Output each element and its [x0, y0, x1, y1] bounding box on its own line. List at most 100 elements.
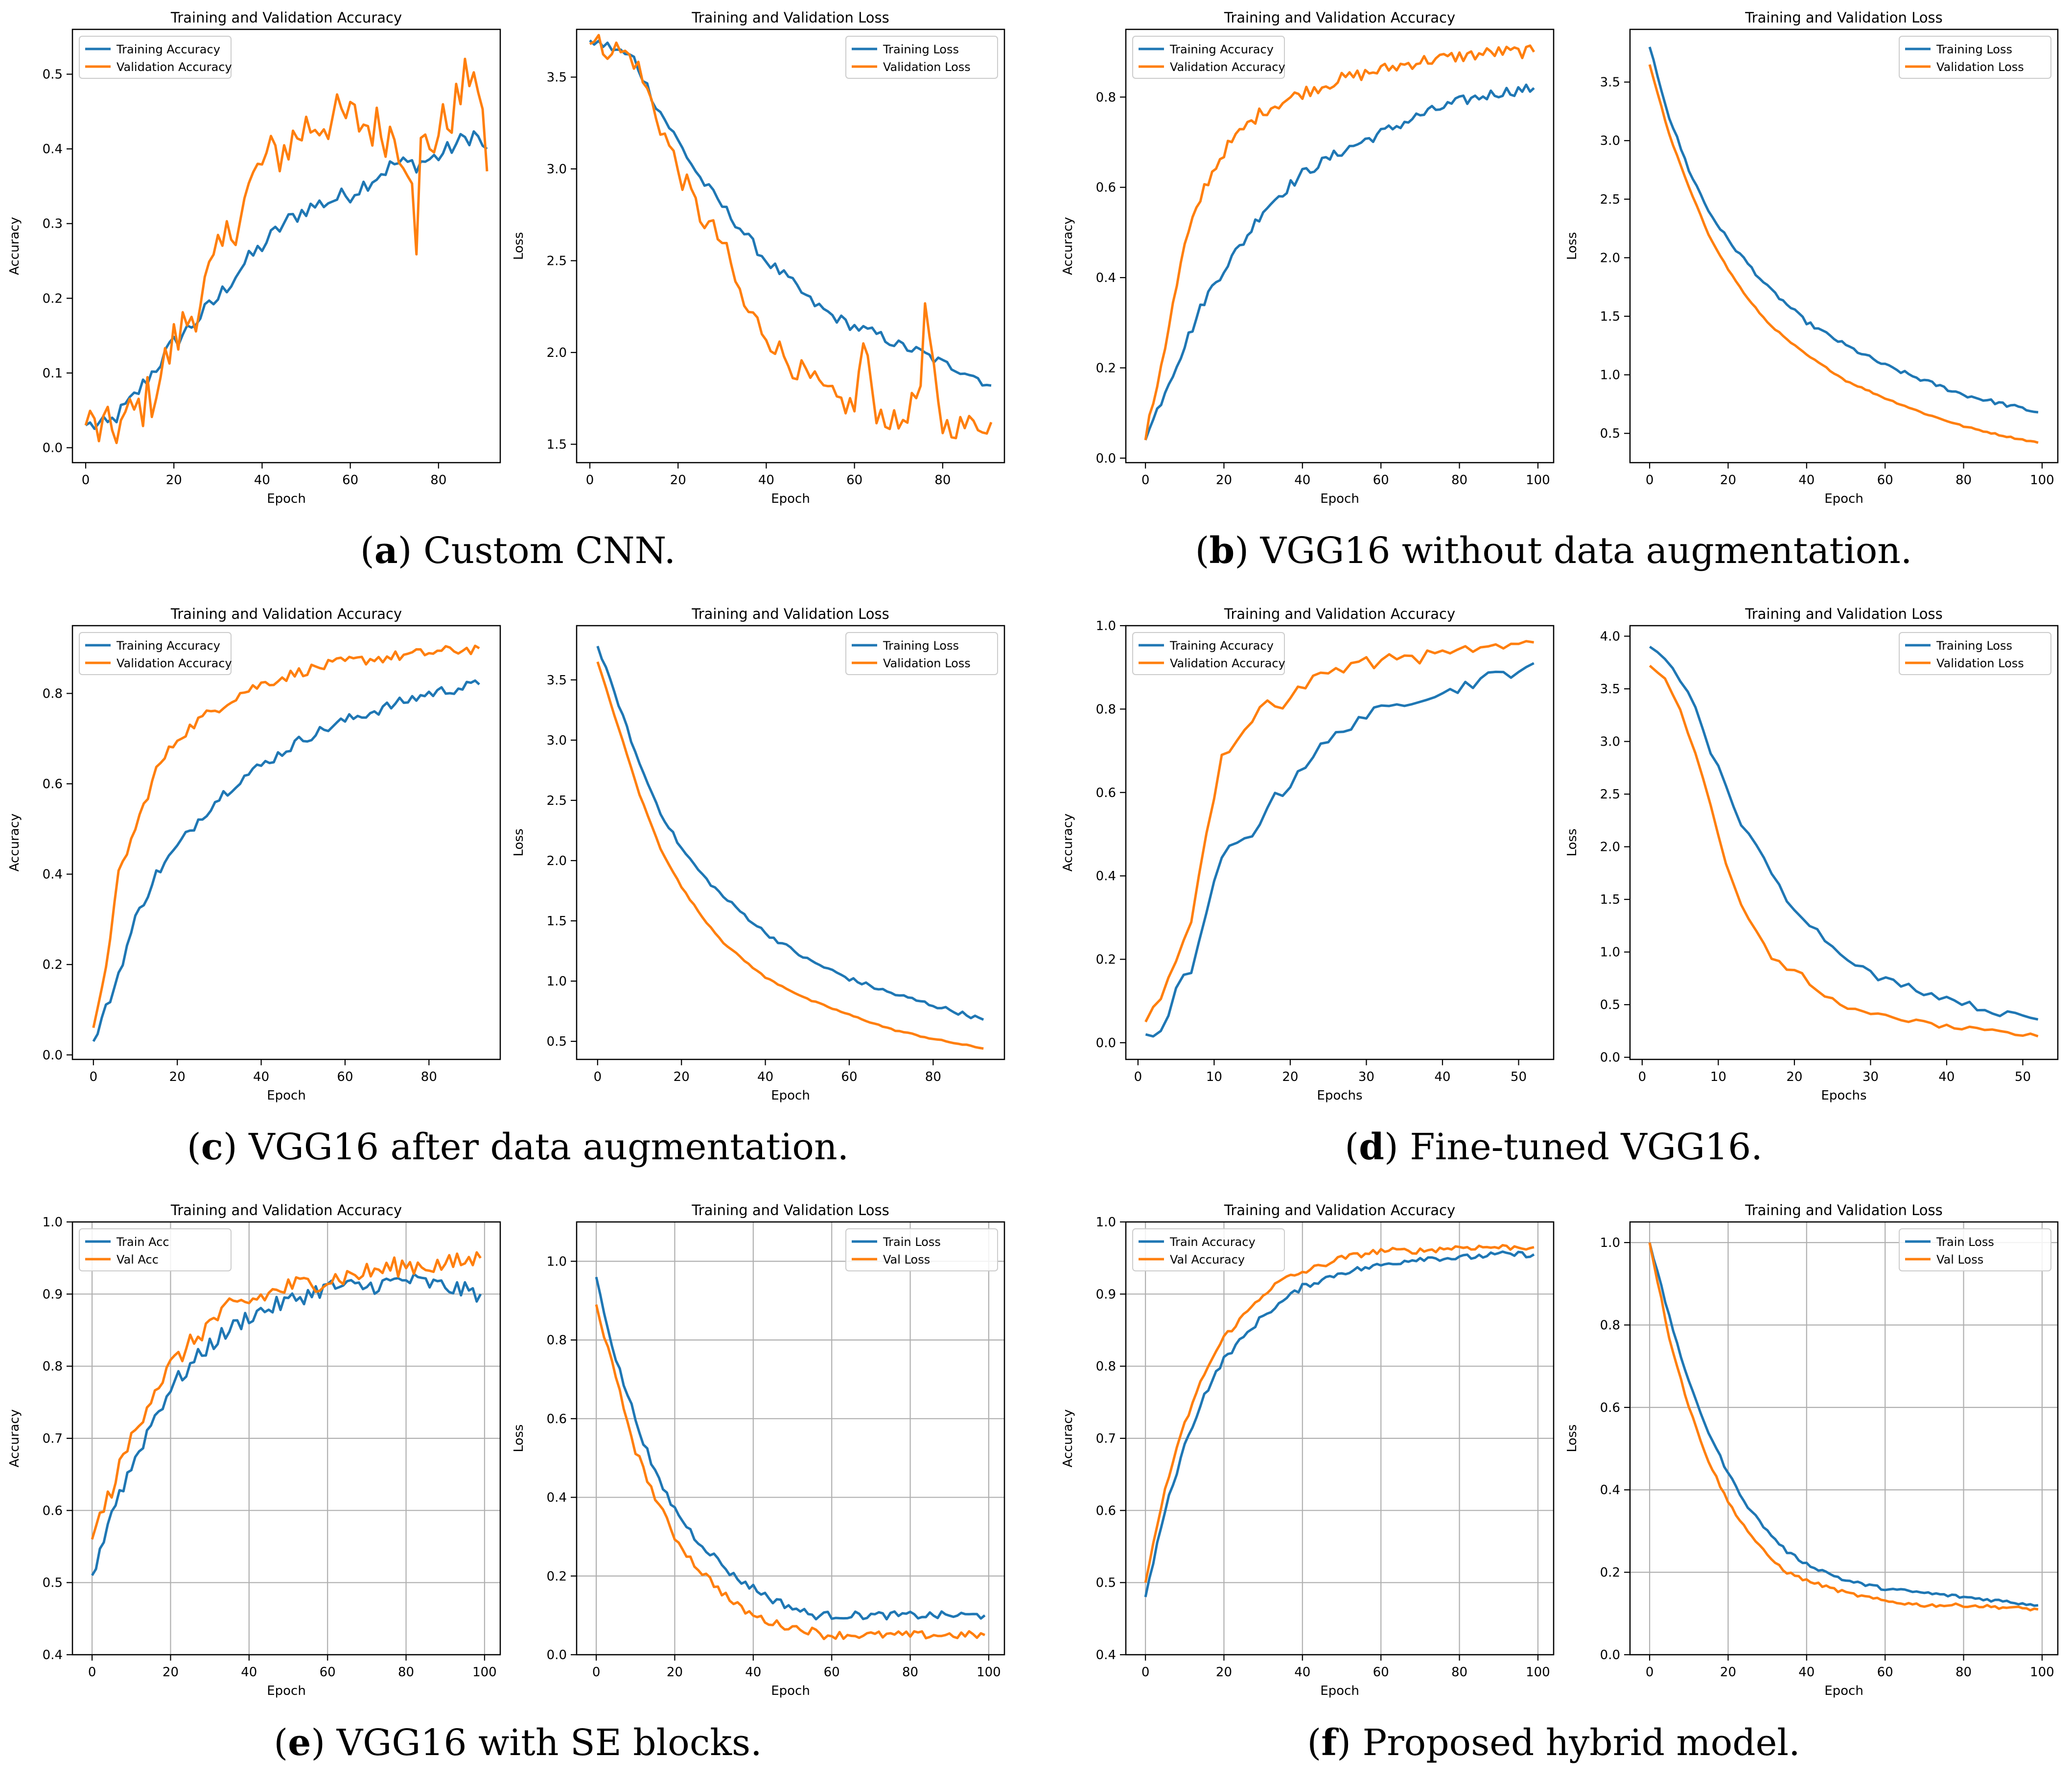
x-tick-label: 20	[169, 1070, 186, 1084]
y-tick-label: 1.0	[547, 974, 567, 989]
legend-label: Training Accuracy	[1169, 639, 1274, 653]
x-tick-label: 80	[1956, 473, 1972, 488]
y-axis-label: Accuracy	[7, 1409, 22, 1468]
chart-title: Training and Validation Loss	[691, 9, 889, 26]
x-tick-label: 0	[90, 1070, 98, 1084]
y-tick-label: 0.6	[43, 1503, 63, 1518]
x-tick-label: 0	[1646, 1665, 1654, 1680]
legend-label: Validation Loss	[1936, 657, 2024, 670]
x-axis-label: Epochs	[1821, 1088, 1866, 1103]
x-tick-label: 20	[1216, 473, 1232, 488]
legend-label: Val Acc	[116, 1253, 159, 1266]
x-tick-label: 60	[1877, 473, 1893, 488]
y-tick-label: 0.4	[43, 868, 63, 882]
legend-label: Train Loss	[1936, 1235, 1994, 1249]
x-tick-label: 0	[592, 1665, 601, 1680]
legend-box	[79, 36, 232, 79]
x-tick-label: 20	[166, 473, 182, 488]
y-axis-label: Loss	[1565, 232, 1580, 260]
y-axis-label: Loss	[512, 1424, 526, 1452]
y-axis-label: Accuracy	[1061, 814, 1075, 872]
x-tick-label: 100	[472, 1665, 497, 1680]
y-tick-label: 0.2	[43, 958, 63, 972]
chart-title: Training and Validation Loss	[1745, 9, 1942, 26]
series-line-train	[91, 1272, 482, 1576]
y-tick-label: 0.6	[1096, 1503, 1116, 1518]
x-tick-label: 40	[1294, 1665, 1310, 1680]
series-line-val	[596, 661, 984, 1050]
x-tick-label: 40	[1938, 1070, 1955, 1084]
x-tick-label: 60	[1373, 473, 1389, 488]
chart-title: Training and Validation Loss	[1745, 606, 1942, 622]
x-tick-label: 100	[2030, 1665, 2054, 1680]
y-tick-label: 1.0	[1096, 619, 1116, 633]
y-tick-label: 0.4	[1096, 1648, 1116, 1663]
x-tick-label: 0	[88, 1665, 96, 1680]
legend-box	[845, 36, 998, 79]
x-tick-label: 60	[337, 1070, 353, 1084]
y-tick-label: 0.1	[43, 366, 63, 381]
chart-f-loss: 0 20 40 60 80 100 0.0 0.2 0.4 0.6 0.8 1.0 Training a…	[1565, 1202, 2059, 1698]
x-tick-label: 40	[1798, 1665, 1815, 1680]
x-tick-label: 20	[1720, 473, 1736, 488]
x-tick-label: 100	[1526, 1665, 1550, 1680]
series-line-val	[1144, 44, 1536, 441]
x-tick-label: 60	[1373, 1665, 1389, 1680]
x-tick-label: 60	[824, 1665, 840, 1680]
y-tick-label: 0.0	[43, 441, 63, 455]
y-tick-label: 2.0	[1600, 251, 1620, 265]
y-tick-label: 0.5	[547, 1034, 567, 1049]
x-tick-label: 80	[1956, 1665, 1972, 1680]
x-tick-label: 10	[1206, 1070, 1222, 1084]
x-tick-label: 20	[1720, 1665, 1736, 1680]
x-tick-label: 50	[1511, 1070, 1527, 1084]
chart-title: Training and Validation Accuracy	[170, 1202, 402, 1219]
legend-label: Training Loss	[883, 43, 959, 56]
series-line-val	[84, 57, 489, 445]
chart-b-acc: 0 20 40 60 80 100 0.0 0.2 0.4 0.6 0.8 Training and …	[1061, 9, 1555, 506]
legend-label: Validation Loss	[883, 60, 971, 74]
plot-frame	[1125, 28, 1555, 464]
y-tick-label: 1.5	[1600, 309, 1620, 324]
legend: Training Accuracy Validation Accuracy	[1132, 632, 1285, 675]
y-tick-label: 0.5	[1600, 998, 1620, 1012]
legend-label: Train Loss	[883, 1235, 941, 1249]
legend-label: Val Accuracy	[1170, 1253, 1245, 1266]
x-tick-label: 100	[977, 1665, 1001, 1680]
x-tick-label: 0	[586, 473, 594, 488]
y-tick-label: 0.4	[1600, 1483, 1620, 1498]
x-tick-label: 0	[1134, 1070, 1142, 1084]
x-tick-label: 40	[757, 1070, 773, 1084]
x-tick-label: 80	[925, 1070, 941, 1084]
series-line-train	[1145, 662, 1535, 1038]
x-axis-label: Epoch	[267, 1088, 306, 1103]
x-tick-label: 80	[934, 473, 951, 488]
x-tick-label: 80	[1451, 473, 1467, 488]
legend: Training Accuracy Validation Accuracy	[1132, 36, 1285, 79]
legend-box	[845, 1228, 998, 1271]
plot-frame	[1125, 625, 1555, 1060]
y-tick-label: 0.8	[1600, 1318, 1620, 1333]
x-tick-label: 0	[1141, 1665, 1150, 1680]
x-tick-label: 0	[82, 473, 90, 488]
series-line-val	[92, 644, 480, 1028]
x-axis-label: Epochs	[1317, 1088, 1362, 1103]
y-tick-label: 3.5	[1600, 75, 1620, 90]
y-tick-label: 0.8	[1096, 1360, 1116, 1374]
y-tick-label: 0.8	[1096, 702, 1116, 717]
x-tick-label: 80	[430, 473, 446, 488]
x-tick-label: 80	[421, 1070, 437, 1084]
y-tick-label: 3.5	[547, 673, 567, 688]
y-tick-label: 0.9	[43, 1287, 63, 1302]
caption-b: (b) VGG16 without data augmentation.	[1195, 530, 1912, 572]
chart-e-acc: 0 20 40 60 80 100 0.4 0.5 0.6 0.7 0.8 0.9 1.0 Trainin…	[7, 1202, 501, 1698]
x-tick-label: 20	[674, 1070, 690, 1084]
x-axis-label: Epoch	[1320, 1684, 1359, 1698]
x-tick-label: 40	[1294, 473, 1310, 488]
x-axis-label: Epoch	[1824, 492, 1863, 506]
legend-box	[845, 632, 998, 675]
chart-title: Training and Validation Accuracy	[170, 9, 402, 26]
series-line-val	[1648, 64, 2039, 444]
y-tick-label: 1.0	[1600, 945, 1620, 960]
y-tick-label: 1.0	[1600, 1236, 1620, 1250]
